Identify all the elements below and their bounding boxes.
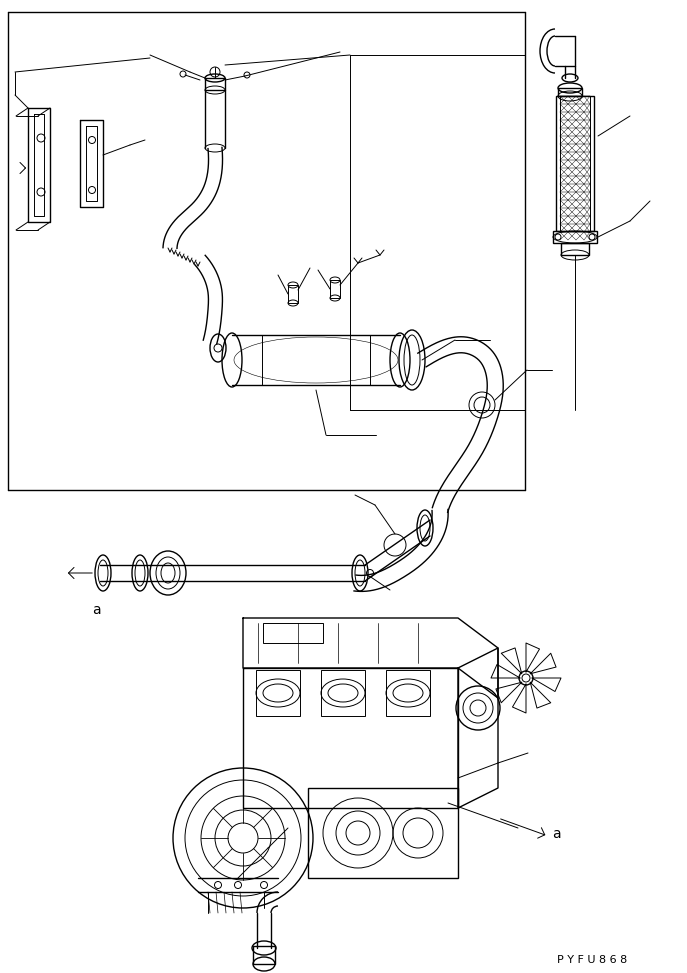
Bar: [386, 670, 430, 716]
Bar: [308, 788, 458, 878]
Bar: [553, 231, 597, 243]
Bar: [561, 243, 589, 255]
Bar: [253, 946, 275, 964]
Bar: [556, 96, 594, 231]
Bar: [256, 670, 300, 716]
Bar: [330, 280, 340, 298]
Text: a: a: [92, 603, 100, 617]
Text: a: a: [552, 827, 561, 841]
Bar: [558, 88, 582, 96]
Bar: [288, 285, 298, 303]
Bar: [263, 623, 323, 643]
Bar: [321, 670, 365, 716]
Text: P Y F U 8 6 8: P Y F U 8 6 8: [557, 955, 627, 965]
